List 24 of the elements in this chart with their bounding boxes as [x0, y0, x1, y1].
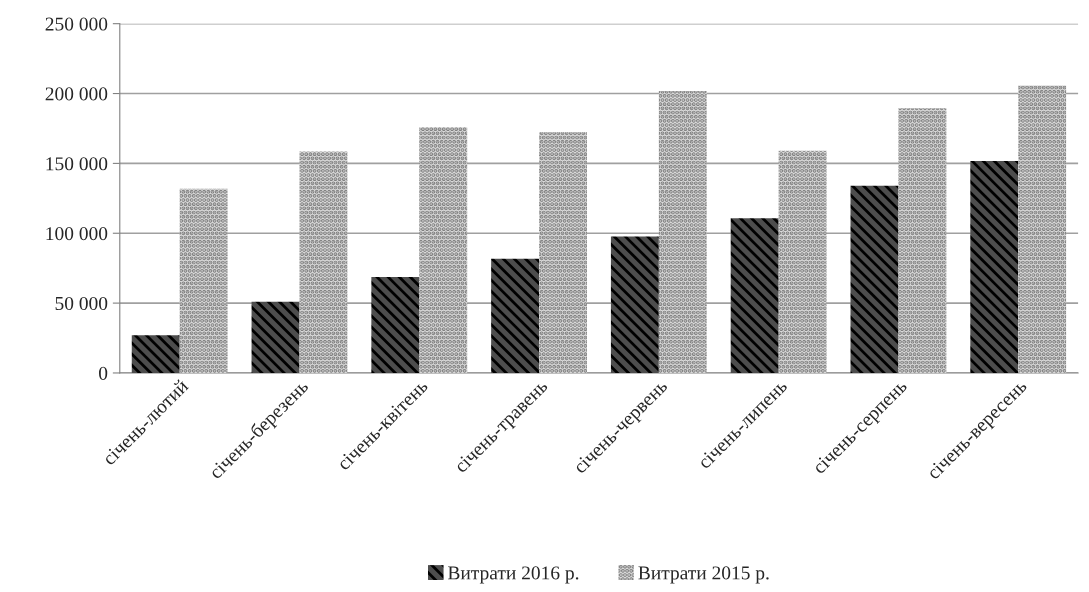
bar [898, 108, 947, 373]
bar [850, 185, 899, 373]
bar [539, 132, 587, 373]
legend-label: Витрати 2015 р. [638, 566, 769, 584]
bar [1018, 85, 1067, 373]
y-tick-label: 150 000 [46, 157, 108, 171]
bar [970, 160, 1019, 373]
bar [299, 151, 348, 373]
bar [251, 301, 300, 373]
bar [778, 150, 827, 373]
bar [610, 236, 659, 373]
bar [179, 188, 228, 373]
y-tick-label: 250 000 [45, 17, 108, 31]
y-tick-label: 50 000 [55, 296, 108, 311]
bar [131, 335, 180, 373]
y-tick-label: 200 000 [45, 87, 108, 101]
bar [371, 276, 420, 373]
y-tick-label: 100 000 [46, 227, 108, 241]
legend-label: Витрати 2016 р. [448, 566, 579, 584]
bar [419, 127, 468, 373]
y-tick-label: 0 [99, 366, 108, 380]
bar [491, 258, 540, 373]
bar [658, 90, 707, 373]
bar [730, 218, 779, 373]
